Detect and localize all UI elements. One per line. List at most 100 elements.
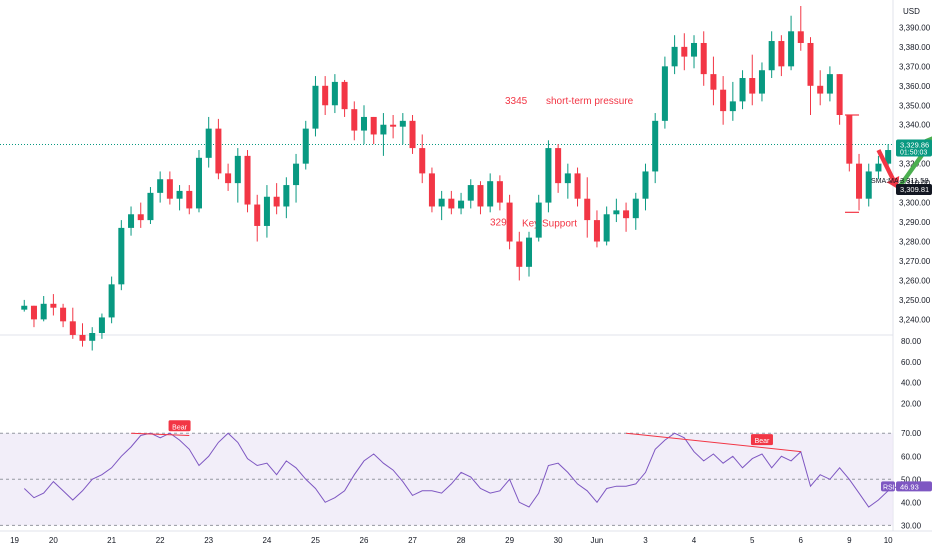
candle-body[interactable]: [593, 220, 600, 242]
candle-body[interactable]: [535, 202, 542, 238]
candle-body[interactable]: [632, 198, 639, 219]
candle-body[interactable]: [108, 284, 115, 318]
candle-body[interactable]: [147, 192, 154, 221]
candle-body[interactable]: [768, 41, 775, 71]
candle-body[interactable]: [195, 157, 202, 209]
candle-body[interactable]: [428, 173, 435, 207]
candle-body[interactable]: [720, 89, 727, 112]
candle-body[interactable]: [399, 120, 406, 127]
candle-body[interactable]: [525, 237, 533, 267]
candle-body[interactable]: [283, 185, 290, 207]
candle-body[interactable]: [778, 41, 785, 67]
candle-body[interactable]: [458, 200, 465, 209]
candle-body[interactable]: [642, 171, 649, 199]
candle-body[interactable]: [584, 198, 591, 221]
candle-body[interactable]: [691, 42, 698, 57]
candle-body[interactable]: [322, 85, 329, 106]
candle-body[interactable]: [419, 148, 426, 174]
candle-body[interactable]: [652, 120, 659, 172]
candle-body[interactable]: [244, 155, 251, 205]
candle-body[interactable]: [865, 171, 872, 199]
candle-body[interactable]: [186, 190, 193, 209]
candle-body[interactable]: [788, 31, 795, 67]
candle-body[interactable]: [681, 46, 688, 57]
candle-body[interactable]: [856, 163, 863, 199]
candle-body[interactable]: [176, 190, 183, 199]
candle-body[interactable]: [603, 214, 610, 242]
candle-body[interactable]: [739, 78, 746, 102]
candle-body[interactable]: [351, 109, 358, 131]
candle-body[interactable]: [263, 196, 270, 226]
candle-body[interactable]: [166, 179, 173, 199]
candle-body[interactable]: [613, 210, 620, 215]
candle-body[interactable]: [30, 305, 37, 320]
candle-body[interactable]: [302, 128, 309, 164]
candle-body[interactable]: [254, 204, 261, 226]
candle-body[interactable]: [60, 307, 67, 322]
candle-body[interactable]: [409, 120, 416, 149]
price-tick-label: 3,340.00: [899, 121, 931, 130]
candle-body[interactable]: [40, 303, 47, 320]
down-projection-arrow[interactable]: [876, 149, 900, 189]
divergence-line[interactable]: [131, 432, 190, 437]
candle-body[interactable]: [875, 163, 882, 172]
candle-body[interactable]: [21, 305, 28, 310]
candle-body[interactable]: [496, 181, 503, 203]
candle-body[interactable]: [390, 124, 397, 127]
candle-body[interactable]: [438, 198, 445, 207]
divergence-line[interactable]: [626, 432, 801, 453]
candle-body[interactable]: [545, 148, 552, 203]
candle-body[interactable]: [487, 181, 494, 207]
candle-body[interactable]: [370, 116, 377, 135]
candle-body[interactable]: [817, 85, 824, 94]
volume-tick-label: 20.00: [901, 399, 922, 408]
candle-body[interactable]: [758, 70, 765, 94]
price-tick-label: 3,290.00: [899, 218, 931, 227]
candle-body[interactable]: [729, 101, 736, 112]
candle-body[interactable]: [846, 115, 853, 164]
candle-body[interactable]: [157, 179, 164, 193]
candle-body[interactable]: [836, 74, 843, 115]
candle-body[interactable]: [700, 42, 707, 75]
rsi-line[interactable]: [23, 432, 899, 508]
candle-body[interactable]: [234, 155, 241, 184]
candle-body[interactable]: [360, 116, 368, 131]
current-price-badge: [896, 139, 932, 157]
candle-body[interactable]: [50, 303, 57, 308]
candle-body[interactable]: [826, 74, 833, 94]
candle-body[interactable]: [574, 173, 581, 199]
candle-body[interactable]: [710, 74, 717, 90]
candle-body[interactable]: [506, 202, 513, 242]
candle-body[interactable]: [341, 81, 348, 110]
candle-body[interactable]: [807, 42, 814, 86]
candle-body[interactable]: [885, 150, 892, 164]
candle-body[interactable]: [477, 185, 484, 207]
candle-body[interactable]: [128, 214, 135, 228]
candle-body[interactable]: [467, 185, 474, 201]
candle-body[interactable]: [380, 124, 387, 135]
candle-body[interactable]: [564, 173, 571, 184]
candle-body[interactable]: [293, 163, 300, 186]
candle-body[interactable]: [89, 333, 96, 341]
candle-body[interactable]: [555, 148, 562, 184]
candle-body[interactable]: [205, 128, 212, 158]
candle-body[interactable]: [516, 241, 523, 267]
candle-body[interactable]: [671, 46, 678, 67]
candle-body[interactable]: [749, 78, 756, 94]
candle-body[interactable]: [448, 198, 455, 209]
candle-body[interactable]: [225, 173, 232, 184]
candle-body[interactable]: [137, 214, 144, 221]
candle-body[interactable]: [98, 317, 105, 333]
candle-body[interactable]: [623, 210, 630, 219]
candle-body[interactable]: [331, 81, 338, 106]
candle-body[interactable]: [797, 31, 804, 43]
candle-body[interactable]: [79, 334, 86, 341]
candle-body[interactable]: [215, 128, 222, 174]
candle-body[interactable]: [661, 66, 668, 121]
candle-body[interactable]: [312, 85, 319, 129]
candle-body[interactable]: [69, 321, 76, 335]
candle-body[interactable]: [118, 227, 125, 285]
candle-body[interactable]: [273, 196, 280, 207]
